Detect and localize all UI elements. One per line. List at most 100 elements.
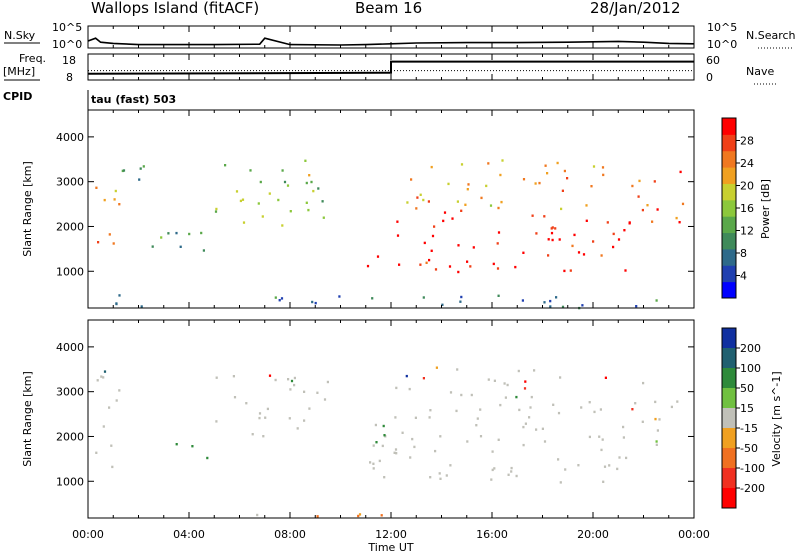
power-colorbar-swatch — [722, 265, 736, 283]
range-gate-cell — [447, 182, 450, 186]
velocity-colorbar-tick-label: 50 — [740, 382, 754, 395]
freq-label-2: [MHz] — [3, 65, 35, 78]
range-gate-cell — [655, 299, 658, 302]
range-gate-cell — [678, 221, 681, 224]
range-gate-cell — [369, 461, 372, 464]
range-gate-cell — [241, 198, 245, 201]
freq-tick-bottom: 8 — [66, 71, 73, 84]
range-gate-cell — [546, 172, 549, 175]
range-gate-cell — [612, 245, 615, 249]
range-gate-cell — [439, 477, 442, 480]
range-gate-cell — [480, 196, 483, 200]
time-tick-label: 00:00 — [72, 528, 104, 541]
range-gate-cell — [214, 210, 218, 213]
range-gate-cell — [491, 450, 494, 453]
range-gate-cell — [307, 208, 310, 212]
range-gate-cell — [658, 418, 661, 421]
range-gate-cell — [441, 303, 444, 306]
range-gate-cell — [233, 396, 237, 399]
velocity-colorbar-label: Velocity [m s^-1] — [770, 371, 783, 466]
range-gate-cell — [497, 294, 500, 297]
range-gate-cell — [103, 198, 106, 202]
range-gate-cell — [419, 263, 422, 266]
range-gate-cell — [256, 513, 259, 517]
range-gate-cell — [357, 514, 360, 518]
range-gate-cell — [529, 406, 532, 409]
range-gate-cell — [96, 379, 99, 382]
range-gate-cell — [522, 425, 525, 429]
time-tick-label: 08:00 — [274, 528, 306, 541]
range-gate-cell — [118, 294, 121, 297]
range-gate-cell — [577, 464, 580, 467]
range-gate-cell — [531, 214, 534, 217]
range-gate-cell — [641, 208, 644, 212]
range-gate-cell — [451, 217, 454, 220]
range-gate-cell — [563, 269, 566, 273]
range-gate-cell — [413, 445, 416, 449]
range-gate-cell — [264, 416, 267, 419]
range-gate-cell — [232, 375, 235, 378]
range-gate-cell — [655, 440, 658, 443]
range-gate-cell — [448, 265, 452, 268]
range-gate-cell — [557, 411, 561, 415]
power-colorbar-tick-label: 4 — [740, 270, 747, 283]
time-tick-label: 00:00 — [678, 528, 710, 541]
nsky-tick-top: 10^5 — [52, 21, 82, 34]
range-gate-cell — [419, 193, 422, 196]
range-gate-cell — [464, 203, 467, 206]
range-gate-cell — [338, 295, 341, 298]
range-gate-cell — [485, 184, 488, 188]
power-colorbar-swatch — [722, 134, 736, 152]
time-axis-label: Time UT — [367, 541, 413, 554]
nsky-tick-bottom: 10^0 — [52, 38, 82, 51]
range-gate-cell — [504, 396, 507, 399]
range-gate-cell — [378, 459, 381, 463]
range-gate-cell — [316, 391, 319, 394]
range-gate-cell — [496, 267, 500, 270]
range-gate-cell — [467, 183, 470, 186]
range-gate-cell — [550, 227, 553, 230]
range-gate-cell — [138, 178, 141, 181]
range-gate-cell — [262, 435, 265, 438]
range-gate-cell — [175, 231, 178, 235]
range-gate-cell — [439, 435, 442, 438]
range-gate-cell — [293, 383, 296, 387]
range-gate-cell — [547, 238, 550, 241]
power-colorbar-swatch — [722, 281, 736, 299]
y-tick-label: 2000 — [56, 220, 84, 233]
date-title: 28/Jan/2012 — [590, 0, 681, 17]
range-gate-cell — [308, 407, 311, 410]
velocity-colorbar-swatch — [722, 368, 736, 389]
range-gate-cell — [317, 187, 320, 190]
range-gate-cell — [215, 420, 218, 423]
range-gate-cell — [108, 233, 111, 236]
range-gate-cell — [100, 375, 103, 378]
power-colorbar-tick-label: 12 — [740, 225, 754, 238]
range-gate-cell — [507, 473, 510, 476]
range-gate-cell — [670, 405, 673, 409]
range-gate-cell — [245, 402, 248, 405]
range-gate-cell — [628, 221, 631, 224]
range-gate-cell — [224, 164, 227, 167]
range-gate-cell — [533, 369, 536, 372]
range-gate-cell — [442, 219, 445, 223]
range-gate-cell — [114, 189, 117, 193]
range-gate-cell — [414, 416, 417, 419]
range-gate-cell — [457, 270, 460, 274]
range-gate-cell — [491, 468, 494, 472]
nsky-trace — [87, 37, 695, 46]
velocity-colorbar-tick-label: -50 — [740, 442, 758, 455]
range-gate-cell — [479, 435, 483, 438]
range-gate-cell — [322, 216, 325, 219]
range-gate-cell — [394, 448, 398, 451]
range-gate-cell — [102, 376, 105, 379]
range-gate-cell — [460, 209, 463, 212]
range-gate-cell — [554, 227, 557, 230]
range-gate-cell — [679, 170, 682, 174]
range-gate-cell — [622, 436, 625, 439]
range-gate-cell — [566, 177, 569, 180]
range-gate-cell — [430, 165, 433, 169]
range-gate-cell — [429, 409, 432, 412]
range-gate-cell — [97, 241, 100, 244]
range-gate-cell — [557, 458, 560, 461]
